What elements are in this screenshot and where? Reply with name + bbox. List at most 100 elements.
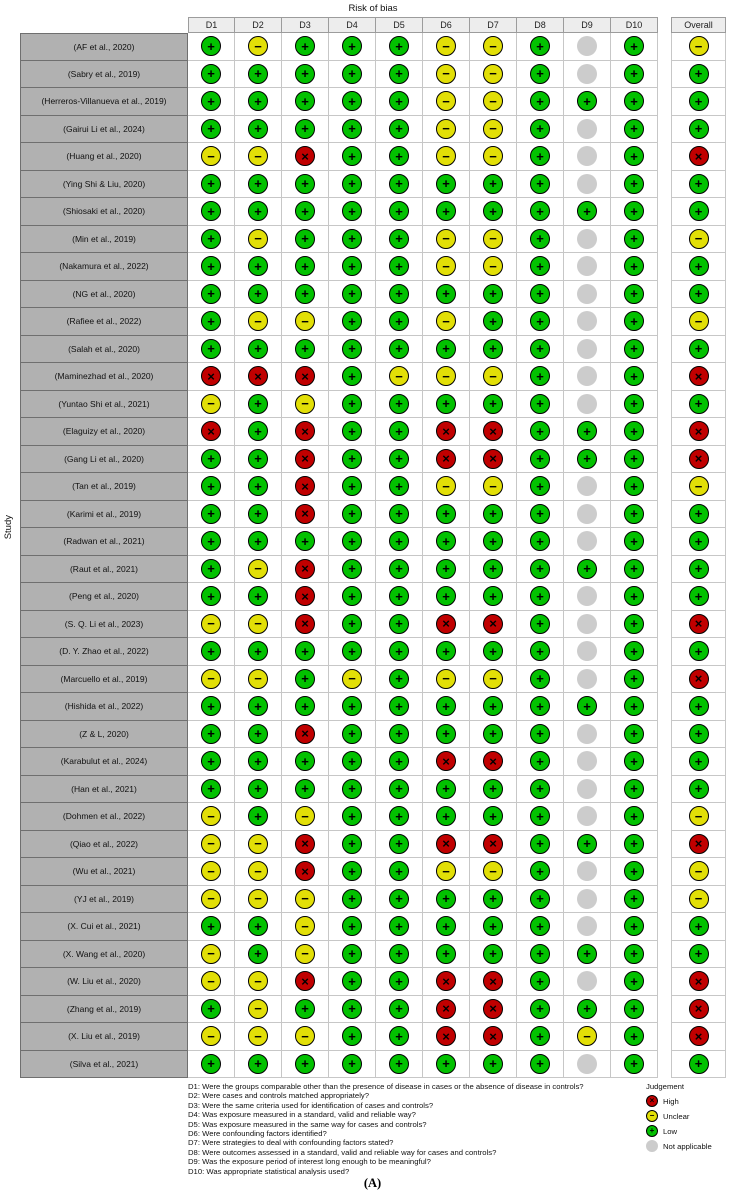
judgment-low-icon: + xyxy=(201,531,221,552)
judgment-low-icon: + xyxy=(342,778,362,799)
judgment-cell-d9 xyxy=(564,665,611,693)
legend: Judgement × High − Unclear + Low Not applicabl… xyxy=(646,1082,712,1155)
study-label: (Han et al., 2021) xyxy=(20,775,188,803)
judgment-cell-d5: + xyxy=(376,88,423,116)
judgment-low-icon: + xyxy=(624,366,644,387)
judgment-low-icon: + xyxy=(624,888,644,909)
judgment-cell-d7: + xyxy=(470,390,517,418)
judgment-cell-d4: + xyxy=(329,500,376,528)
judgment-low-icon: + xyxy=(483,696,503,717)
judgment-cell-overall: × xyxy=(671,610,726,638)
judgment-cell-d6: − xyxy=(423,308,470,336)
judgment-cell-d8: + xyxy=(517,390,564,418)
judgment-low-icon: + xyxy=(436,806,456,827)
judgment-low-icon: + xyxy=(342,916,362,937)
judgment-cell-d1: − xyxy=(188,858,235,886)
judgment-cell-d7: + xyxy=(470,885,517,913)
column-gap xyxy=(658,941,671,969)
judgment-low-icon: + xyxy=(201,1053,221,1074)
judgment-unclear-icon: − xyxy=(295,943,315,964)
judgment-low-icon: + xyxy=(436,586,456,607)
judgment-low-icon: + xyxy=(530,696,550,717)
judgment-unclear-icon: − xyxy=(248,888,268,909)
judgment-low-icon: + xyxy=(688,916,709,937)
judgment-cell-d1: + xyxy=(188,473,235,501)
judgment-cell-d8: + xyxy=(517,418,564,446)
judgment-cell-d6: × xyxy=(423,610,470,638)
judgment-cell-d6: − xyxy=(423,88,470,116)
judgment-low-icon: + xyxy=(436,503,456,524)
judgment-cell-overall: × xyxy=(671,445,726,473)
judgment-cell-d7: + xyxy=(470,693,517,721)
judgment-low-icon: + xyxy=(201,283,221,304)
judgment-cell-d8: + xyxy=(517,583,564,611)
judgment-low-icon: + xyxy=(248,641,268,662)
judgment-high-icon: × xyxy=(201,421,221,442)
judgment-cell-d3: + xyxy=(282,33,329,61)
judgment-unclear-icon: − xyxy=(483,668,503,689)
judgment-cell-d7: + xyxy=(470,500,517,528)
judgment-cell-d8: + xyxy=(517,940,564,968)
judgment-cell-d9 xyxy=(564,225,611,253)
judgment-low-icon: + xyxy=(530,971,550,992)
judgment-unclear-icon: − xyxy=(483,63,503,84)
judgment-cell-d3: × xyxy=(282,473,329,501)
column-gap xyxy=(658,363,671,391)
judgment-unclear-icon: − xyxy=(295,393,315,414)
judgment-cell-d7: × xyxy=(470,830,517,858)
judgment-not-applicable-icon xyxy=(577,916,597,937)
judgment-low-icon: + xyxy=(295,998,315,1019)
judgment-low-icon: + xyxy=(530,256,550,277)
judgment-high-icon: × xyxy=(483,751,503,772)
judgment-cell-d3: + xyxy=(282,1050,329,1078)
judgment-low-icon: + xyxy=(248,63,268,84)
judgment-low-icon: + xyxy=(688,1053,709,1074)
judgment-unclear-icon: − xyxy=(483,366,503,387)
judgment-cell-d5: + xyxy=(376,115,423,143)
y-axis-label: Study xyxy=(3,515,14,540)
judgment-cell-d6: + xyxy=(423,940,470,968)
column-gap xyxy=(658,88,671,116)
judgment-low-icon: + xyxy=(624,833,644,854)
judgment-cell-d8: + xyxy=(517,335,564,363)
judgment-unclear-icon: − xyxy=(688,36,709,57)
column-gap xyxy=(658,1023,671,1051)
judgment-low-icon: + xyxy=(624,861,644,882)
judgment-cell-d9: + xyxy=(564,418,611,446)
judgment-cell-overall: − xyxy=(671,885,726,913)
judgment-high-icon: × xyxy=(483,448,503,469)
judgment-low-icon: + xyxy=(530,393,550,414)
judgment-cell-d9 xyxy=(564,1050,611,1078)
judgment-unclear-icon: − xyxy=(201,1026,221,1047)
judgment-cell-d2: + xyxy=(235,528,282,556)
judgment-cell-overall: + xyxy=(671,693,726,721)
judgment-low-icon: + xyxy=(624,1026,644,1047)
judgment-high-icon: × xyxy=(201,366,221,387)
column-gap xyxy=(658,501,671,529)
judgment-low-icon: + xyxy=(295,751,315,772)
judgment-cell-d10: + xyxy=(611,473,658,501)
judgment-cell-d1: + xyxy=(188,775,235,803)
judgment-low-icon: + xyxy=(530,338,550,359)
judgment-cell-d2: − xyxy=(235,33,282,61)
judgment-cell-overall: + xyxy=(671,638,726,666)
judgment-low-icon: + xyxy=(389,833,409,854)
judgment-unclear-icon: − xyxy=(577,1026,597,1047)
judgment-unclear-icon: − xyxy=(436,256,456,277)
judgment-low-icon: + xyxy=(342,1053,362,1074)
judgment-cell-d9 xyxy=(564,60,611,88)
judgment-low-icon: + xyxy=(577,998,597,1019)
footnote: D9: Was the exposure period of interest … xyxy=(188,1157,431,1167)
judgment-cell-d7: + xyxy=(470,583,517,611)
judgment-cell-d2: + xyxy=(235,748,282,776)
judgment-cell-d7: + xyxy=(470,280,517,308)
study-label: (Rafiee et al., 2022) xyxy=(20,308,188,336)
judgment-cell-d1: × xyxy=(188,418,235,446)
judgment-low-icon: + xyxy=(389,668,409,689)
judgment-unclear-icon: − xyxy=(201,668,221,689)
judgment-cell-d4: − xyxy=(329,665,376,693)
judgment-high-icon: × xyxy=(688,668,709,689)
judgment-low-icon: + xyxy=(342,806,362,827)
judgment-cell-d2: + xyxy=(235,775,282,803)
judgment-low-icon: + xyxy=(436,393,456,414)
